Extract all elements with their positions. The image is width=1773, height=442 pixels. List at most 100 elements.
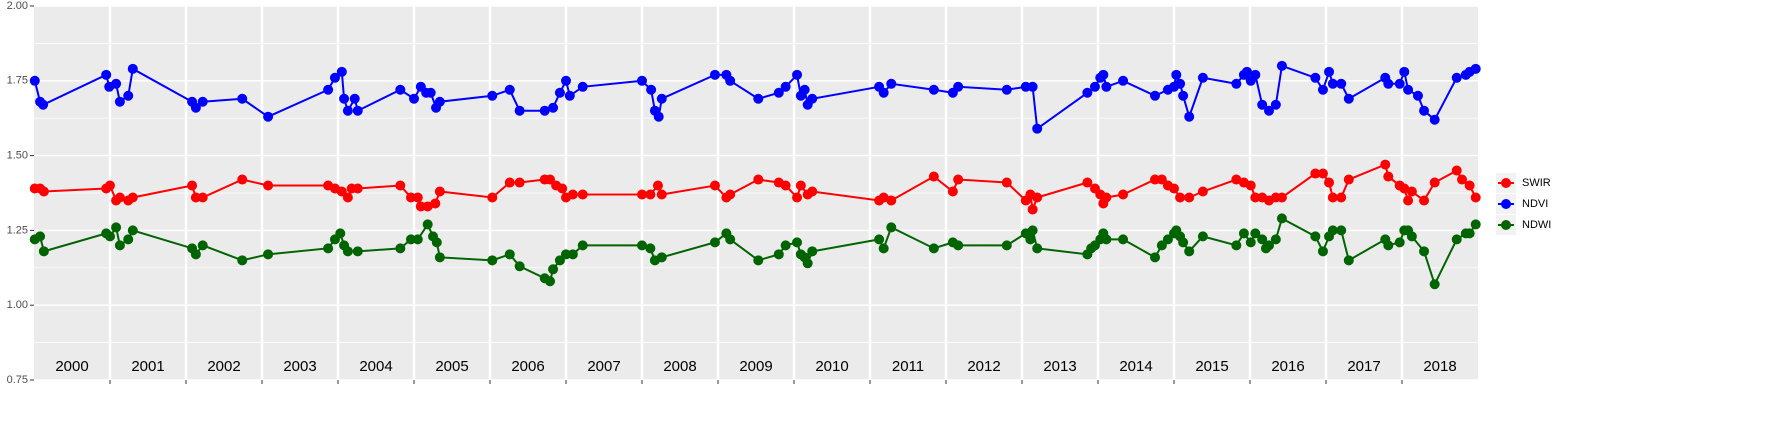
point <box>1001 177 1012 188</box>
point <box>1412 90 1423 101</box>
x-tick-label: 2015 <box>1195 358 1228 375</box>
point <box>1184 192 1195 203</box>
point <box>1394 78 1405 89</box>
point <box>1250 69 1261 80</box>
point <box>1270 99 1281 110</box>
point <box>1399 66 1410 77</box>
y-tick-label: 2.00 <box>7 0 28 12</box>
point <box>753 93 764 104</box>
point <box>431 237 442 248</box>
point <box>1118 75 1129 86</box>
point <box>342 246 353 257</box>
point <box>577 81 588 92</box>
point <box>1317 84 1328 95</box>
point <box>487 192 498 203</box>
point <box>263 111 274 122</box>
point <box>197 240 208 251</box>
point <box>349 93 360 104</box>
point <box>127 63 138 74</box>
point <box>656 189 667 200</box>
point <box>1264 240 1274 251</box>
point <box>1089 81 1100 92</box>
x-tick-label: 2006 <box>511 358 544 375</box>
legend-point <box>1501 199 1511 209</box>
point <box>1171 69 1182 80</box>
point <box>953 174 964 185</box>
point <box>773 87 784 98</box>
point <box>567 249 578 260</box>
point <box>1257 234 1268 245</box>
x-tick-label: 2016 <box>1271 358 1304 375</box>
point <box>1419 246 1430 257</box>
point <box>352 246 363 257</box>
point <box>263 249 274 260</box>
point <box>1403 84 1414 95</box>
point <box>1310 168 1321 179</box>
point <box>1241 66 1252 77</box>
point <box>29 75 40 86</box>
point <box>928 171 939 182</box>
point <box>539 105 550 116</box>
x-tick-label: 2017 <box>1347 358 1380 375</box>
point <box>1231 240 1242 251</box>
point <box>1470 219 1481 230</box>
point <box>190 249 201 260</box>
x-tick-label: 2005 <box>435 358 468 375</box>
point <box>38 99 49 110</box>
point <box>1197 72 1208 83</box>
point <box>1429 177 1440 188</box>
point <box>1464 180 1475 191</box>
point <box>567 189 578 200</box>
point <box>1327 192 1338 203</box>
point <box>652 180 663 191</box>
point <box>422 219 433 230</box>
point <box>1231 78 1242 89</box>
point <box>1383 171 1394 182</box>
point <box>1231 174 1242 185</box>
point <box>1324 66 1335 77</box>
point <box>263 180 274 191</box>
point <box>1178 90 1189 101</box>
point <box>487 255 498 266</box>
point <box>953 240 964 251</box>
point <box>1464 228 1475 239</box>
point <box>422 201 433 212</box>
point <box>1025 234 1036 245</box>
point <box>1399 183 1410 194</box>
point <box>1380 159 1391 170</box>
point <box>1020 81 1031 92</box>
point <box>947 186 958 197</box>
point <box>352 183 363 194</box>
point <box>38 186 49 197</box>
point <box>434 252 445 263</box>
point <box>1245 237 1256 248</box>
point <box>425 87 436 98</box>
x-tick-label: 2014 <box>1119 358 1152 375</box>
point <box>656 93 667 104</box>
point <box>1470 192 1481 203</box>
point <box>564 90 575 101</box>
point <box>725 75 736 86</box>
point <box>554 87 565 98</box>
point <box>656 252 667 263</box>
point <box>105 180 115 191</box>
legend-label: NDVI <box>1522 198 1548 210</box>
point <box>1276 192 1287 203</box>
point <box>1150 90 1160 101</box>
point <box>1317 168 1328 179</box>
point <box>807 246 818 257</box>
point <box>645 189 656 200</box>
point <box>1343 255 1354 266</box>
x-tick-label: 2018 <box>1423 358 1456 375</box>
point <box>237 255 248 266</box>
point <box>1238 228 1249 239</box>
point <box>1264 105 1274 116</box>
point <box>953 81 964 92</box>
point <box>487 90 498 101</box>
point <box>557 183 568 194</box>
point <box>878 243 889 254</box>
point <box>339 93 350 104</box>
point <box>329 72 340 83</box>
point <box>38 246 49 257</box>
